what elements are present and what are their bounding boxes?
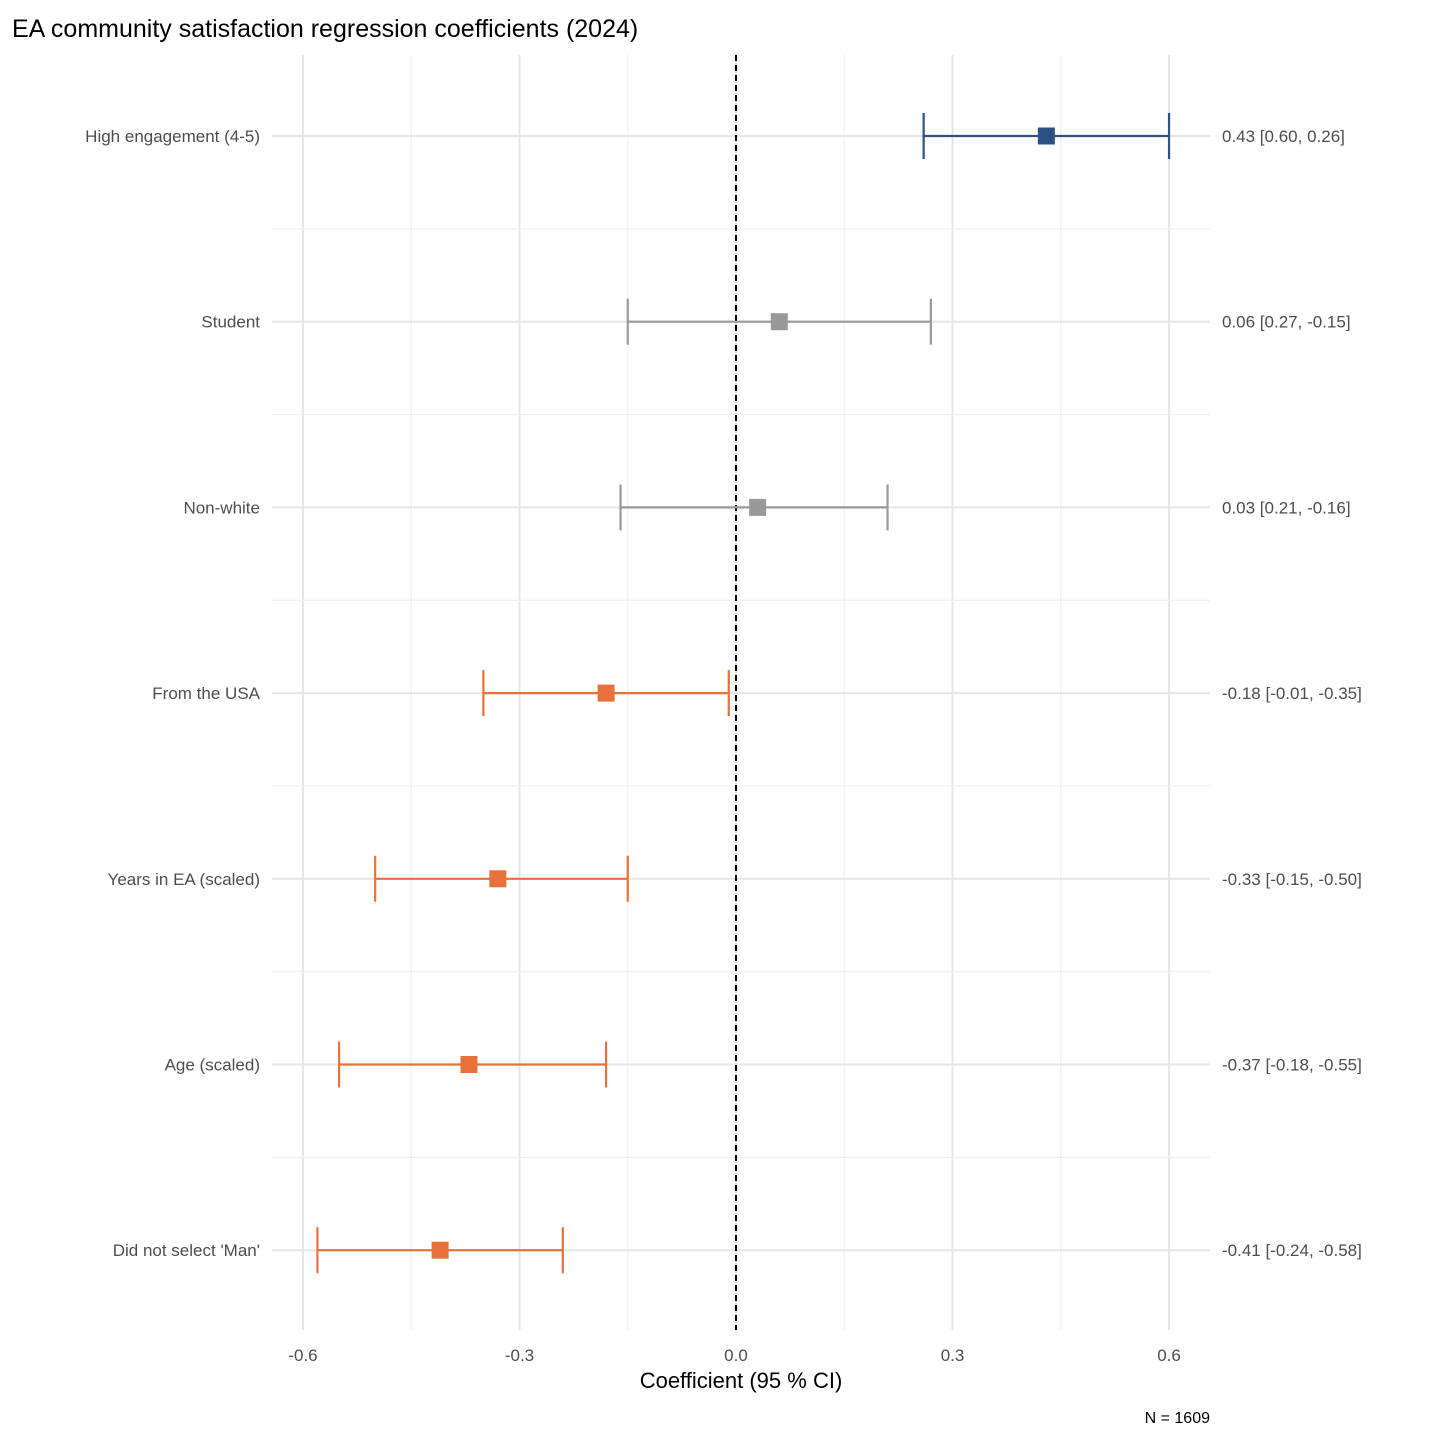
marks (316, 55, 1171, 1330)
estimate-annotation: -0.41 [-0.24, -0.58] (1222, 1241, 1362, 1260)
point-estimate (460, 1056, 478, 1073)
x-tick-label: 0.3 (941, 1346, 965, 1365)
y-category-label: From the USA (152, 684, 260, 703)
caption: N = 1609 (1145, 1410, 1210, 1427)
estimate-annotation: -0.18 [-0.01, -0.35] (1222, 684, 1362, 703)
labels: -0.6 -0.3 0.0 0.3 0.6 High engagement (4-5) 0.… (85, 127, 1362, 1365)
point-estimate (597, 684, 615, 702)
y-category-label: Did not select 'Man' (113, 1241, 260, 1260)
estimate-annotation: 0.06 [0.27, -0.15] (1222, 313, 1351, 332)
y-category-label: High engagement (4-5) (85, 127, 260, 146)
y-category-label: Years in EA (scaled) (108, 870, 260, 889)
estimate-annotation: 0.43 [0.60, 0.26] (1222, 127, 1345, 146)
estimate-annotation: 0.03 [0.21, -0.16] (1222, 498, 1351, 517)
x-tick-label: 0.6 (1157, 1346, 1181, 1365)
estimate-annotation: -0.33 [-0.15, -0.50] (1222, 870, 1362, 889)
point-estimate (749, 498, 767, 516)
y-category-label: Student (201, 313, 260, 332)
chart-title: EA community satisfaction regression coe… (12, 15, 638, 43)
x-tick-label: 0.0 (724, 1346, 748, 1365)
point-estimate (770, 313, 788, 331)
y-category-label: Age (scaled) (165, 1056, 260, 1075)
point-estimate (1037, 127, 1055, 145)
x-axis-label: Coefficient (95 % CI) (640, 1368, 843, 1393)
y-category-label: Non-white (183, 498, 260, 517)
x-tick-label: -0.6 (288, 1346, 317, 1365)
x-tick-label: -0.3 (505, 1346, 534, 1365)
estimate-annotation: -0.37 [-0.18, -0.55] (1222, 1056, 1362, 1075)
point-estimate (431, 1241, 449, 1259)
grid (272, 55, 1210, 1330)
point-estimate (489, 870, 507, 888)
